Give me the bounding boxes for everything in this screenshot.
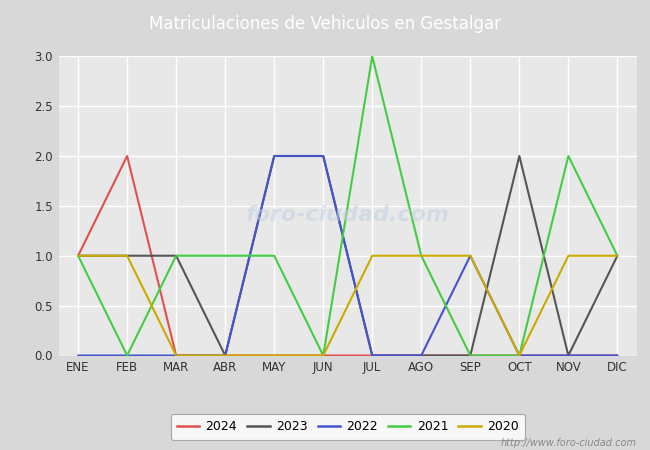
2020 xyxy=(172,353,180,358)
2024 xyxy=(319,353,327,358)
2024 xyxy=(74,253,82,258)
Text: http://www.foro-ciudad.com: http://www.foro-ciudad.com xyxy=(501,438,637,448)
2024 xyxy=(221,353,229,358)
2020 xyxy=(270,353,278,358)
Line: 2021: 2021 xyxy=(78,56,618,356)
2020 xyxy=(564,253,572,258)
2020 xyxy=(467,253,474,258)
2023 xyxy=(564,353,572,358)
2023 xyxy=(319,153,327,159)
2022 xyxy=(124,353,131,358)
2022 xyxy=(319,153,327,159)
2021 xyxy=(369,54,376,59)
Legend: 2024, 2023, 2022, 2021, 2020: 2024, 2023, 2022, 2021, 2020 xyxy=(170,414,525,440)
2023 xyxy=(417,353,425,358)
2023 xyxy=(467,353,474,358)
2021 xyxy=(614,253,621,258)
2023 xyxy=(74,253,82,258)
2020 xyxy=(369,253,376,258)
2022 xyxy=(417,353,425,358)
2021 xyxy=(564,153,572,159)
2022 xyxy=(172,353,180,358)
2023 xyxy=(515,153,523,159)
2021 xyxy=(124,353,131,358)
2020 xyxy=(614,253,621,258)
2021 xyxy=(74,253,82,258)
2024 xyxy=(515,353,523,358)
2020 xyxy=(221,353,229,358)
Line: 2024: 2024 xyxy=(78,156,618,356)
2021 xyxy=(319,353,327,358)
2024 xyxy=(614,353,621,358)
Text: Matriculaciones de Vehiculos en Gestalgar: Matriculaciones de Vehiculos en Gestalga… xyxy=(149,14,501,33)
Line: 2020: 2020 xyxy=(78,256,618,356)
2022 xyxy=(221,353,229,358)
2022 xyxy=(564,353,572,358)
2020 xyxy=(515,353,523,358)
2021 xyxy=(270,253,278,258)
2022 xyxy=(515,353,523,358)
2023 xyxy=(369,353,376,358)
Text: foro-ciudad.com: foro-ciudad.com xyxy=(246,205,450,225)
2024 xyxy=(124,153,131,159)
2020 xyxy=(124,253,131,258)
2024 xyxy=(369,353,376,358)
2022 xyxy=(467,253,474,258)
2024 xyxy=(172,353,180,358)
2024 xyxy=(270,353,278,358)
2022 xyxy=(74,353,82,358)
2022 xyxy=(614,353,621,358)
2023 xyxy=(124,253,131,258)
2021 xyxy=(221,253,229,258)
2024 xyxy=(467,353,474,358)
2020 xyxy=(319,353,327,358)
2022 xyxy=(270,153,278,159)
2024 xyxy=(564,353,572,358)
2021 xyxy=(467,353,474,358)
2021 xyxy=(515,353,523,358)
2023 xyxy=(270,153,278,159)
2021 xyxy=(417,253,425,258)
2020 xyxy=(74,253,82,258)
2020 xyxy=(417,253,425,258)
2024 xyxy=(417,353,425,358)
Line: 2022: 2022 xyxy=(78,156,618,356)
2023 xyxy=(172,253,180,258)
2023 xyxy=(614,253,621,258)
2021 xyxy=(172,253,180,258)
2023 xyxy=(221,353,229,358)
2022 xyxy=(369,353,376,358)
Line: 2023: 2023 xyxy=(78,156,618,356)
